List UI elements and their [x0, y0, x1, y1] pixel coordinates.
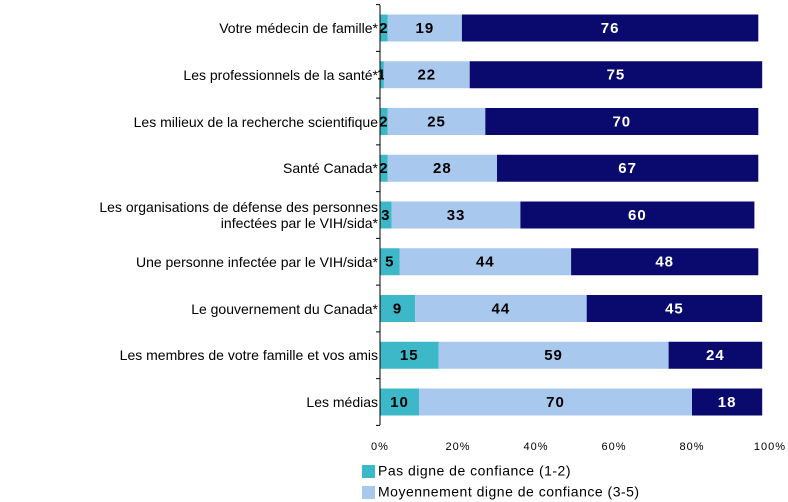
value-label: 59: [544, 347, 563, 364]
category-label: Le gouvernement du Canada*: [191, 300, 378, 317]
value-label: 19: [416, 20, 435, 37]
bar-segment: [380, 14, 388, 42]
bar-segment: [387, 154, 497, 182]
legend-swatch: [362, 465, 375, 478]
category-label: Votre médecin de famille*: [219, 20, 378, 36]
bar-segment: [383, 61, 470, 89]
bar-segment: [380, 388, 419, 416]
bar-segment: [668, 341, 763, 369]
bar-segment: [380, 295, 416, 322]
value-label: 22: [417, 67, 436, 84]
value-label: 1: [377, 67, 386, 84]
bar-segment: [387, 108, 486, 135]
x-tick-label: 60%: [601, 441, 626, 453]
legend-label: Pas digne de confiance (1-2): [378, 463, 571, 479]
value-label: 70: [546, 394, 565, 411]
value-label: 25: [427, 113, 446, 130]
bar-segment: [380, 201, 392, 229]
bar-segment: [387, 14, 462, 42]
bar-segment: [419, 388, 692, 416]
bar-segment: [520, 201, 755, 229]
value-label: 60: [628, 207, 647, 224]
value-label: 45: [665, 300, 684, 317]
value-label: 44: [476, 254, 495, 271]
bar-segment: [380, 248, 400, 276]
bar-segment: [485, 108, 759, 135]
value-label: 10: [390, 394, 409, 411]
value-label: 33: [447, 207, 466, 224]
x-tick-label: 40%: [523, 441, 548, 453]
value-label: 3: [381, 207, 390, 224]
value-label: 70: [612, 113, 631, 130]
value-label: 2: [379, 160, 388, 177]
bar-segment: [469, 61, 763, 89]
bar-segment: [497, 154, 759, 182]
x-tick-label: 20%: [445, 441, 470, 453]
value-label: 9: [393, 300, 402, 317]
value-label: 24: [706, 347, 725, 364]
value-label: 5: [385, 254, 394, 271]
category-label: Santé Canada*: [283, 160, 378, 177]
value-label: 48: [655, 254, 674, 271]
bar-segment: [380, 61, 384, 89]
value-label: 28: [433, 160, 452, 177]
category-label: Les professionnels de la santé*: [183, 66, 378, 83]
legend-label: Moyennement digne de confiance (3-5): [378, 484, 640, 500]
bar-segment: [380, 341, 439, 369]
x-tick-label: 0%: [371, 441, 389, 453]
x-tick-label: 100%: [754, 441, 786, 453]
category-label: Les médias: [306, 394, 378, 410]
bar-segment: [380, 108, 388, 135]
bar-segment: [692, 388, 763, 416]
value-label: 76: [601, 20, 620, 37]
category-label: Les milieux de la recherche scientifique: [133, 113, 378, 130]
bar-segment: [571, 248, 759, 276]
bar-segment: [415, 295, 587, 322]
value-label: 2: [379, 20, 388, 37]
category-label: Les organisations de défense des personn…: [99, 199, 378, 231]
value-label: 44: [492, 300, 511, 317]
x-tick-label: 80%: [679, 441, 704, 453]
legend-swatch: [362, 486, 375, 499]
value-label: 2: [379, 113, 388, 130]
bar-segment: [399, 248, 572, 276]
bar-segment: [586, 295, 763, 322]
value-label: 67: [618, 160, 637, 177]
value-label: 18: [718, 394, 737, 411]
bar-segment: [391, 201, 521, 229]
category-label: Une personne infectée par le VIH/sida*: [135, 253, 378, 270]
value-label: 15: [400, 347, 419, 364]
bar-segment: [438, 341, 669, 369]
value-label: 75: [607, 67, 626, 84]
bar-segment: [380, 154, 388, 182]
bar-segment: [461, 14, 759, 42]
category-label: Les membres de votre famille et vos amis: [119, 347, 378, 364]
